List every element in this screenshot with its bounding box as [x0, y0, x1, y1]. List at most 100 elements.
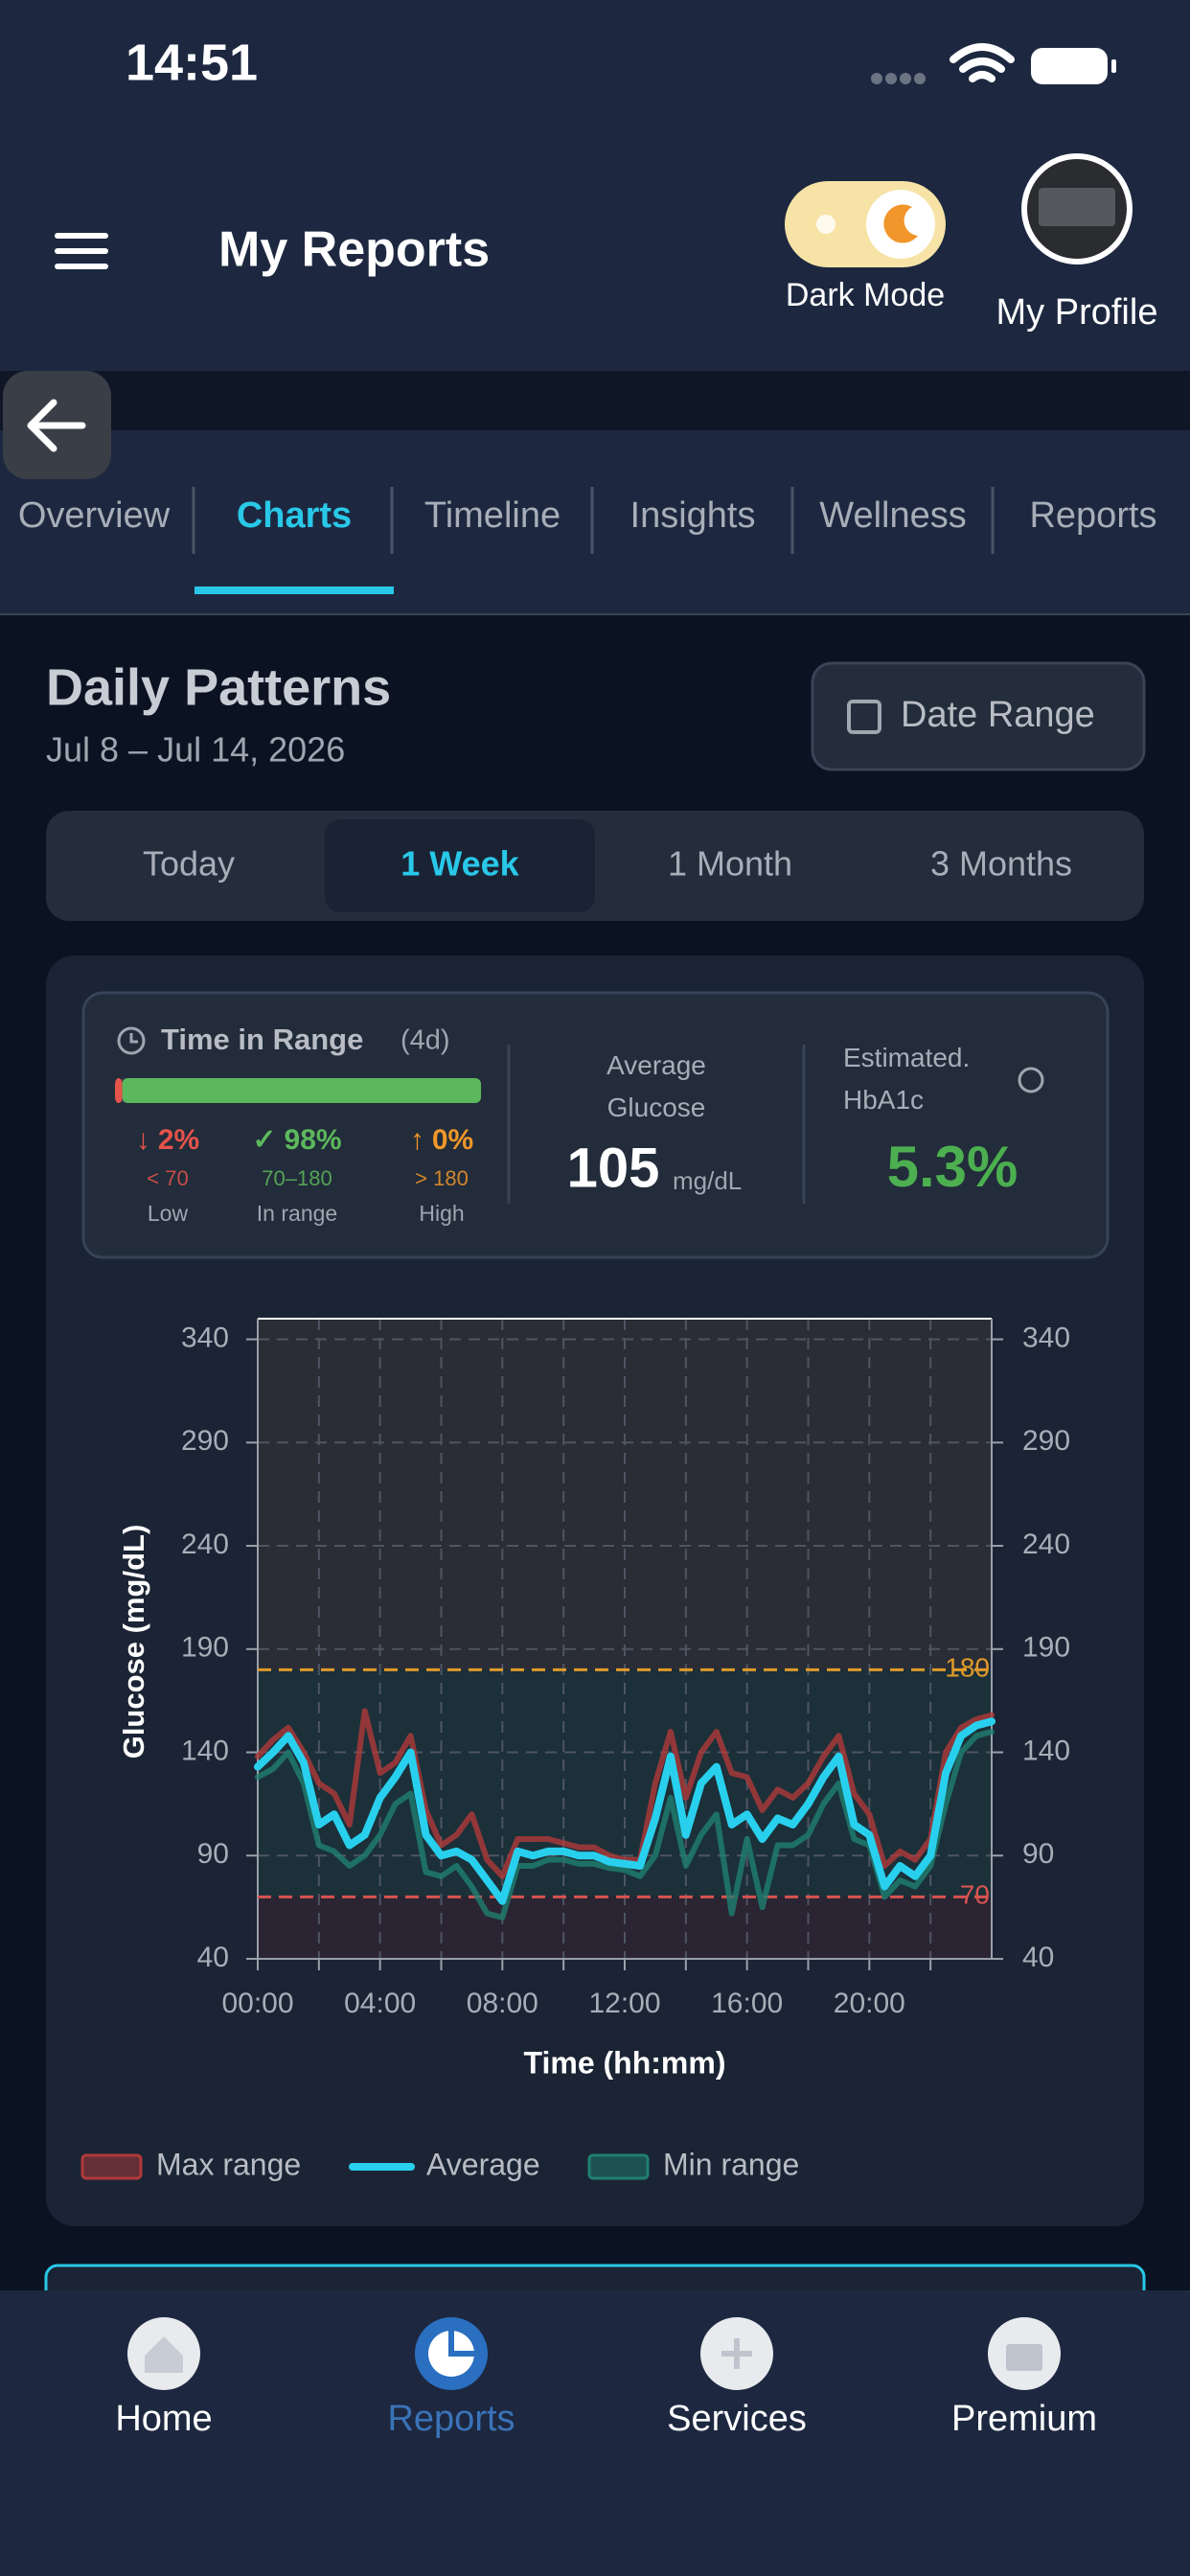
x-tick-label: 12:00 — [588, 1988, 660, 2019]
y-axis-title: Glucose (mg/dL) — [117, 1525, 150, 1760]
nav-labels: Home Reports Services Premium — [115, 2399, 1097, 2439]
tab-underline — [195, 586, 394, 594]
y-tick-label: 240 — [181, 1529, 229, 1560]
legend-label[interactable]: Min range — [663, 2147, 799, 2181]
x-tick-label: 08:00 — [467, 1988, 538, 2019]
tir-value: ↑ 0% — [410, 1124, 473, 1156]
profile-label: My Profile — [996, 292, 1158, 333]
legend-label[interactable]: Max range — [156, 2147, 301, 2181]
tab[interactable]: Wellness — [819, 495, 966, 536]
glucose-chart: 40 90 140 190 240 290 340 40 90 140 190 240 290 340 00… — [80, 1318, 1070, 2181]
legend-swatch — [587, 2153, 650, 2180]
hba1c-title-box: Estimated. HbA1c — [843, 1043, 971, 1115]
info-icon[interactable] — [1018, 1067, 1044, 1093]
y2-tick-label: 290 — [1022, 1425, 1070, 1457]
tir-label: 2% — [158, 1124, 199, 1156]
y-tick-label: 190 — [181, 1632, 229, 1664]
y2-tick-label: 240 — [1022, 1529, 1070, 1560]
signal-icon — [871, 73, 926, 84]
section-title: Daily Patterns — [46, 658, 391, 716]
tir-title: Time in Range — [161, 1023, 363, 1056]
premium-glyph — [1006, 2344, 1042, 2371]
nav-label[interactable]: Home — [115, 2399, 212, 2439]
tir-range: 70–180 — [262, 1166, 332, 1190]
tab[interactable]: Timeline — [424, 495, 561, 536]
x-tick-label: 04:00 — [344, 1988, 416, 2019]
tir-range: < 70 — [147, 1166, 188, 1190]
tab[interactable]: Overview — [18, 495, 171, 536]
battery-tip — [1111, 59, 1116, 73]
threshold-label: 70 — [960, 1880, 990, 1910]
clock-hands — [129, 1033, 138, 1044]
y-tick-label: 140 — [181, 1735, 229, 1766]
hba1c-title: Estimated. HbA1c — [843, 1043, 971, 1115]
avatar-image — [1039, 188, 1115, 226]
tir-range: > 180 — [415, 1166, 469, 1190]
y2-tick-label: 340 — [1022, 1322, 1070, 1353]
tir-bar-segment — [115, 1078, 123, 1103]
legend-label[interactable]: Average — [426, 2147, 540, 2181]
reports-glyph-cut — [448, 2331, 474, 2357]
period-option[interactable]: 3 Months — [930, 844, 1072, 884]
avg-unit: mg/dL — [673, 1166, 742, 1195]
menu-button[interactable] — [55, 233, 108, 269]
tir-icon: ↑ — [410, 1124, 424, 1156]
y-tick-label: 340 — [181, 1322, 229, 1353]
nav-label[interactable]: Services — [667, 2399, 807, 2439]
tir-stats: ↓ 2% < 70 Low ✓ 98% 70–180 In range ↑ 0% > 180 High — [115, 1078, 481, 1226]
x-tick-label: 20:00 — [834, 1988, 905, 2019]
range-line — [255, 1708, 995, 1879]
battery-icon — [1031, 48, 1108, 84]
threshold-label: 180 — [945, 1653, 990, 1683]
sun-icon — [816, 215, 835, 234]
y2-tick-label: 190 — [1022, 1632, 1070, 1664]
y2-tick-label: 90 — [1022, 1838, 1054, 1870]
moon-icon — [883, 204, 918, 243]
section-date: Jul 8 – Jul 14, 2026 — [46, 730, 345, 770]
tir-name: High — [419, 1201, 464, 1226]
tabs: Overview Charts Timeline Insights Wellness Re… — [18, 487, 1157, 594]
period-option[interactable]: 1 Week — [400, 844, 519, 884]
x-tick-label: 16:00 — [711, 1988, 783, 2019]
date-range-button[interactable] — [811, 661, 1146, 771]
tab-bar — [0, 430, 1190, 614]
nav-icons — [127, 2317, 1061, 2390]
tir-name: Low — [148, 1201, 189, 1226]
tir-icon: ✓ — [252, 1124, 276, 1156]
tab[interactable]: Reports — [1029, 495, 1156, 536]
tir-name: In range — [257, 1201, 337, 1226]
y2-tick-label: 140 — [1022, 1735, 1070, 1766]
dark-mode-label: Dark Mode — [786, 277, 945, 313]
period-option[interactable]: 1 Month — [668, 844, 792, 884]
y-tick-label: 40 — [197, 1942, 229, 1973]
tab[interactable]: Insights — [630, 495, 756, 536]
services-glyph — [721, 2338, 752, 2369]
tir-value: ✓ 98% — [252, 1124, 341, 1156]
zone-low — [258, 1897, 992, 1959]
tir-icon: ↓ — [136, 1124, 150, 1156]
nav-label[interactable]: Reports — [387, 2399, 515, 2439]
avg-title-box: Average Glucose — [606, 1050, 706, 1122]
status-time: 14:51 — [126, 34, 258, 91]
back-arrow — [27, 399, 86, 452]
y-tick-label: 90 — [197, 1838, 229, 1870]
average-line — [254, 1717, 995, 1905]
date-range-label: Date Range — [901, 695, 1095, 735]
home-glyph — [145, 2336, 183, 2373]
period-option[interactable]: Today — [143, 844, 235, 884]
band — [0, 371, 1190, 430]
y2-tick-label: 40 — [1022, 1942, 1054, 1973]
avg-title: Average Glucose — [606, 1050, 706, 1122]
tab[interactable]: Charts — [237, 495, 352, 536]
page-title: My Reports — [218, 222, 490, 278]
tir-bar-segment — [122, 1078, 481, 1103]
x-axis-title: Time (hh:mm) — [524, 2045, 726, 2080]
y-tick-label: 290 — [181, 1425, 229, 1457]
hba1c-value: 5.3% — [887, 1135, 1018, 1199]
calendar-icon — [847, 700, 881, 734]
legend-swatch — [80, 2153, 143, 2180]
clock-icon — [117, 1026, 146, 1055]
nav-label[interactable]: Premium — [951, 2399, 1097, 2439]
tir-days: (4d) — [400, 1025, 450, 1056]
avg-value: 105 — [567, 1137, 660, 1199]
